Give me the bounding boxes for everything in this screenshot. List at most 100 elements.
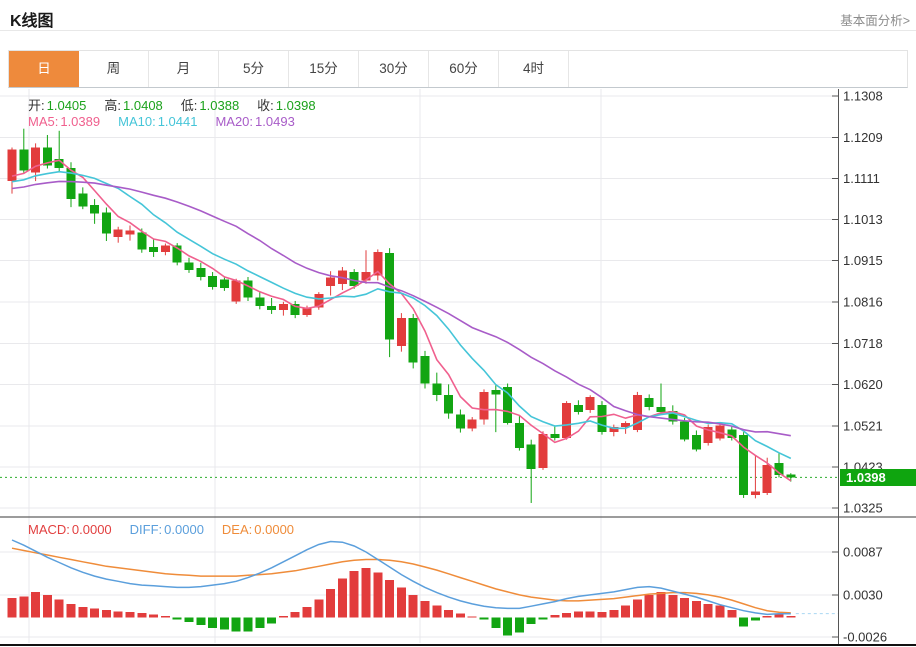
candle-down [54,158,64,169]
ohlc-legend: 开: 1.0405 高: 1.0408 低: 1.0388 收: 1.0398 [28,95,334,114]
macd-bar [78,606,88,618]
legend-item: MA5: 1.0389 [28,114,101,129]
macd-bar [196,617,206,625]
legend-item: 收: 1.0398 [257,98,316,113]
tab-30分[interactable]: 30分 [359,51,429,87]
tab-月[interactable]: 月 [149,51,219,87]
candle-down [184,262,194,270]
candle-up [31,147,41,173]
macd-bar [31,591,41,618]
chart-area: 1.1308 1.1209 1.1111 1.1013 1.0915 1.0816 1.07… [0,88,916,647]
candle-up [479,391,489,420]
macd-bar [609,609,619,618]
macd-bar [503,617,513,636]
candle-down [78,193,88,207]
candle-down [680,421,690,440]
macd-bar [762,615,772,618]
macd-bar [644,594,654,618]
macd-bar [42,594,52,618]
candle-down [42,147,52,166]
macd-bar [66,603,76,618]
bottom-border [0,644,916,646]
candle-up [160,245,170,252]
interval-tabs: 日周月 5分 15分 30分 60分 4时 [8,50,908,88]
tab-5分[interactable]: 5分 [219,51,289,87]
tab-日[interactable]: 日 [9,51,79,87]
candle-up [750,491,760,496]
macd-bar [691,600,701,618]
candle-down [90,204,100,214]
candle-down [149,246,159,252]
macd-bar [444,609,454,618]
page-title: K线图 [10,13,54,30]
tab-4时[interactable]: 4时 [499,51,569,87]
macd-bar [290,612,300,618]
candle-down [526,444,536,470]
macd-bar [786,615,796,618]
candle-down [219,279,229,288]
macd-bar [385,579,395,618]
tab-row-spacer [569,51,907,87]
macd-bar [774,614,784,618]
macd-bar [585,611,595,618]
axis-label: 1.0325 [843,501,883,516]
candle-down [19,149,29,171]
candle-up [585,396,595,410]
candle-down [503,386,513,423]
macd-bar [160,615,170,618]
diff-line [11,539,791,616]
header: K线图 基本面分析> [0,0,916,30]
candle-up [562,403,572,439]
tab-15分[interactable]: 15分 [289,51,359,87]
axis-label: 1.0915 [843,253,883,268]
candle-down [444,394,454,414]
macd-bar [208,617,218,628]
candle-up [125,230,135,235]
macd-bar [526,617,536,625]
macd-bar [573,611,583,618]
candle-up [314,294,324,308]
candle-down [172,245,182,263]
macd-bar [255,617,265,628]
candle-up [231,280,241,302]
macd-bar [54,599,64,618]
candle-down [101,212,111,234]
macd-bar [137,612,147,618]
candle-up [361,272,371,281]
axis-label: 1.0816 [843,295,883,310]
macd-bar [302,606,312,618]
macd-bar [668,594,678,618]
candle-up [7,149,17,182]
axis-label: 1.0620 [843,377,883,392]
tab-周[interactable]: 周 [79,51,149,87]
candle-up [621,422,631,428]
candle-down [774,463,784,475]
candle-down [786,474,796,478]
fundamental-analysis-link[interactable]: 基本面分析> [840,14,910,28]
axis-label: -0.0026 [843,630,887,645]
macd-bar [621,605,631,618]
axis-label: 0.0030 [843,587,883,602]
macd-bar [125,612,135,618]
macd-bar [680,597,690,618]
legend-item: 开: 1.0405 [28,98,87,113]
macd-bar [750,617,760,621]
candle-up [396,318,406,346]
macd-bar [219,617,229,630]
kline-chart-svg: 1.1308 1.1209 1.1111 1.1013 1.0915 1.0816 1.07… [0,89,916,646]
legend-item: 低: 1.0388 [180,98,240,113]
candle-down [267,305,277,310]
candle-down [573,404,583,413]
macd-legend: MACD: 0.0000 DIFF: 0.0000 DEA: 0.0000 [28,522,312,537]
macd-bar [278,615,288,618]
candle-up [609,427,619,433]
legend-item: MACD: 0.0000 [28,522,112,537]
macd-bar [727,609,737,618]
legend-item: 高: 1.0408 [104,98,163,113]
macd-bar [243,617,253,632]
candle-down [255,297,265,306]
candle-up [632,394,642,431]
axis-label: 1.0521 [843,418,883,433]
macd-bar [408,594,418,618]
tab-60分[interactable]: 60分 [429,51,499,87]
